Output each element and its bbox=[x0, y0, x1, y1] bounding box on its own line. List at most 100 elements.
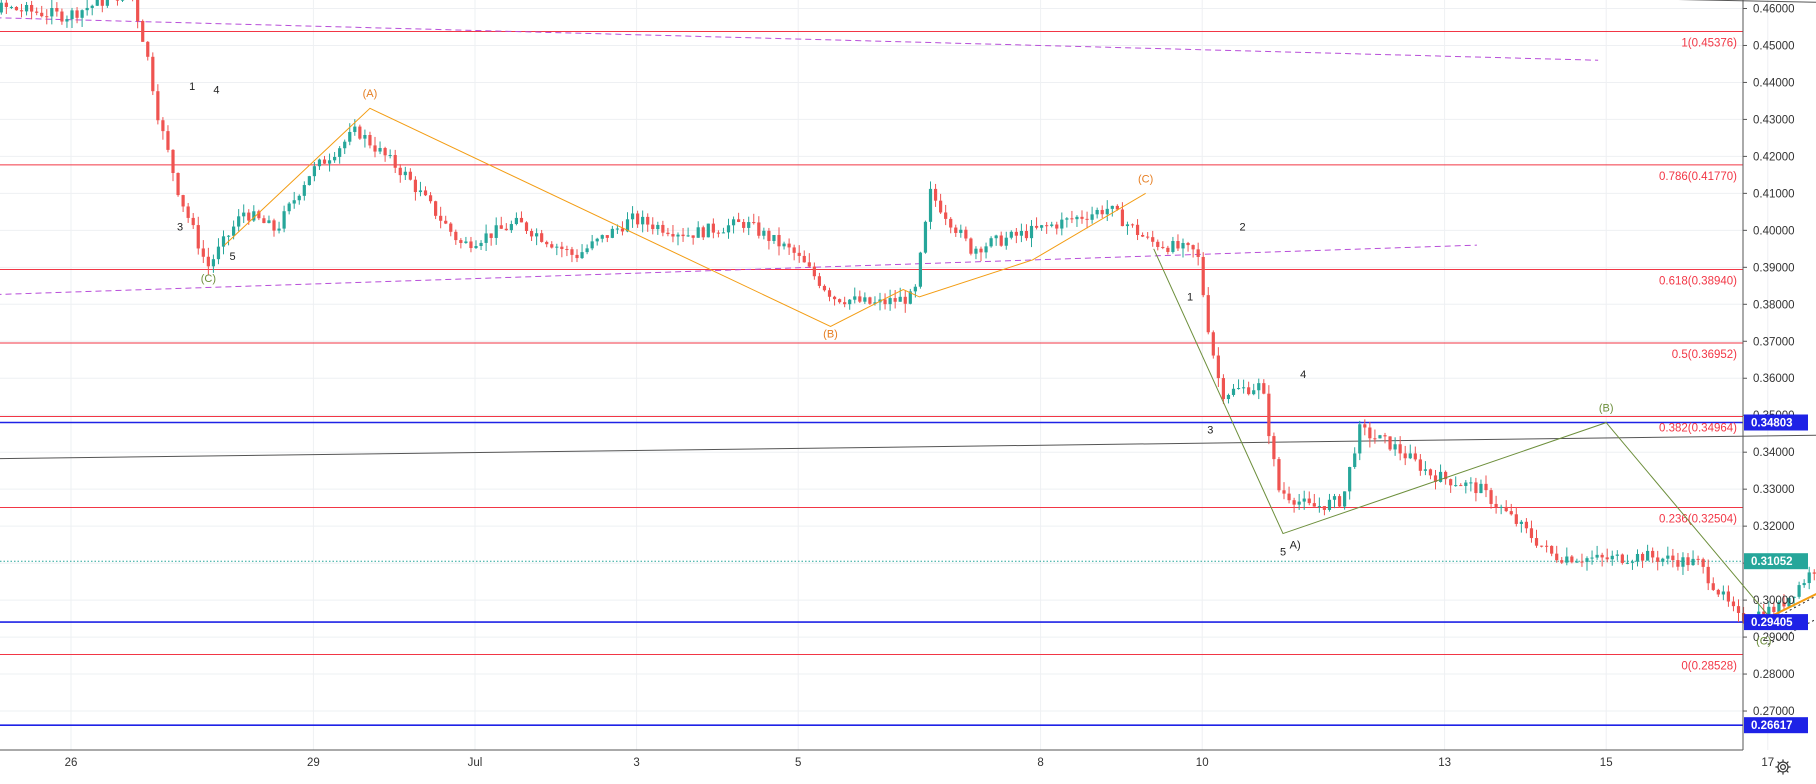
candle-body bbox=[1297, 501, 1301, 505]
candle-body bbox=[1721, 591, 1725, 595]
price-tag-box bbox=[1744, 414, 1808, 431]
candle-body bbox=[1095, 209, 1099, 215]
candle-body bbox=[1661, 558, 1665, 562]
candle-body bbox=[509, 224, 513, 231]
candle-body bbox=[858, 296, 862, 302]
candle-body bbox=[651, 224, 655, 230]
candle-body bbox=[1625, 562, 1630, 564]
candle-body bbox=[681, 234, 685, 237]
dashed-line bbox=[0, 17, 1599, 61]
price-tag-label: 0.26617 bbox=[1751, 720, 1793, 732]
candle-body bbox=[1797, 585, 1801, 597]
candle-body bbox=[666, 232, 670, 235]
candle-body bbox=[348, 131, 352, 142]
candle-body bbox=[873, 302, 877, 304]
candle-body bbox=[1681, 557, 1685, 567]
candle-body bbox=[1196, 249, 1200, 257]
candle-body bbox=[1545, 545, 1549, 547]
candle-body bbox=[1120, 209, 1125, 227]
candle-body bbox=[605, 235, 609, 238]
candle-body bbox=[671, 234, 675, 237]
candle-body bbox=[1393, 444, 1397, 450]
y-tick-label: 0.42000 bbox=[1753, 151, 1795, 163]
candle-body bbox=[418, 190, 423, 193]
y-tick-label: 0.32000 bbox=[1753, 521, 1795, 533]
candle-body bbox=[1312, 503, 1316, 507]
candle-body bbox=[1812, 572, 1816, 574]
candle-body bbox=[954, 227, 958, 233]
candle-body bbox=[1529, 528, 1534, 539]
candle-body bbox=[550, 244, 554, 248]
candle-body bbox=[524, 222, 529, 231]
candle-body bbox=[327, 160, 332, 164]
candle-body bbox=[45, 16, 49, 18]
candle-body bbox=[454, 231, 458, 241]
candle-body bbox=[403, 171, 407, 176]
candle-body bbox=[75, 10, 79, 18]
candle-body bbox=[237, 216, 241, 227]
candle-body bbox=[494, 225, 498, 238]
candle-body bbox=[959, 229, 963, 233]
candle-body bbox=[171, 149, 175, 173]
candle-body bbox=[1555, 553, 1559, 561]
wave-label: (A) bbox=[363, 88, 378, 100]
candle-body bbox=[1696, 558, 1700, 560]
candle-body bbox=[661, 224, 665, 233]
gear-icon[interactable] bbox=[1770, 754, 1796, 780]
candle-body bbox=[1358, 424, 1362, 454]
candle-body bbox=[1560, 560, 1564, 563]
candle-body bbox=[120, 0, 125, 1]
candle-body bbox=[1711, 583, 1715, 590]
y-tick-label: 0.36000 bbox=[1753, 373, 1795, 385]
candle-body bbox=[1055, 224, 1059, 229]
fib-level-label: 1(0.45376) bbox=[1681, 38, 1737, 50]
candle-body bbox=[1171, 241, 1175, 252]
candle-body bbox=[1186, 242, 1190, 246]
wave-line bbox=[1153, 248, 1769, 616]
candle-body bbox=[1236, 388, 1241, 390]
candle-body bbox=[115, 0, 120, 1]
candle-body bbox=[1166, 247, 1170, 252]
candle-body bbox=[90, 5, 94, 8]
candle-body bbox=[1726, 591, 1731, 602]
y-tick-label: 0.39000 bbox=[1753, 262, 1795, 274]
candle-body bbox=[1777, 602, 1781, 612]
candle-body bbox=[1474, 482, 1478, 494]
candle-body bbox=[1211, 332, 1215, 356]
candle-body bbox=[772, 234, 776, 241]
candle-body bbox=[913, 286, 917, 292]
candle-body bbox=[428, 195, 433, 202]
candle-body bbox=[944, 212, 948, 219]
y-tick-label: 0.38000 bbox=[1753, 299, 1795, 311]
candle-body bbox=[1105, 208, 1109, 215]
candle-body bbox=[762, 230, 766, 236]
candle-body bbox=[1146, 236, 1150, 238]
candle-body bbox=[1034, 225, 1039, 228]
x-tick-label: 17 bbox=[1761, 757, 1774, 769]
candle-body bbox=[898, 296, 902, 302]
candle-body bbox=[832, 296, 837, 300]
candle-body bbox=[434, 201, 438, 216]
candle-body bbox=[585, 248, 589, 253]
candle-body bbox=[610, 228, 614, 238]
candle-body bbox=[1363, 424, 1367, 428]
candle-body bbox=[721, 232, 726, 234]
fib-level-label: 0.618(0.38940) bbox=[1659, 276, 1737, 288]
candle-body bbox=[1620, 554, 1624, 563]
x-tick-label: Jul bbox=[468, 757, 483, 769]
candle-body bbox=[1262, 383, 1266, 394]
candle-body bbox=[1807, 572, 1811, 584]
candle-body bbox=[1322, 506, 1327, 510]
candle-body bbox=[55, 8, 59, 12]
candle-body bbox=[1110, 205, 1114, 209]
candle-body bbox=[1646, 550, 1650, 561]
candle-body bbox=[216, 246, 221, 260]
y-tick-label: 0.28000 bbox=[1753, 669, 1795, 681]
candle-body bbox=[565, 249, 569, 251]
x-tick-label: 10 bbox=[1196, 757, 1209, 769]
wave-label: (B) bbox=[1599, 403, 1614, 415]
candle-body bbox=[1484, 483, 1488, 491]
candle-body bbox=[696, 227, 700, 238]
